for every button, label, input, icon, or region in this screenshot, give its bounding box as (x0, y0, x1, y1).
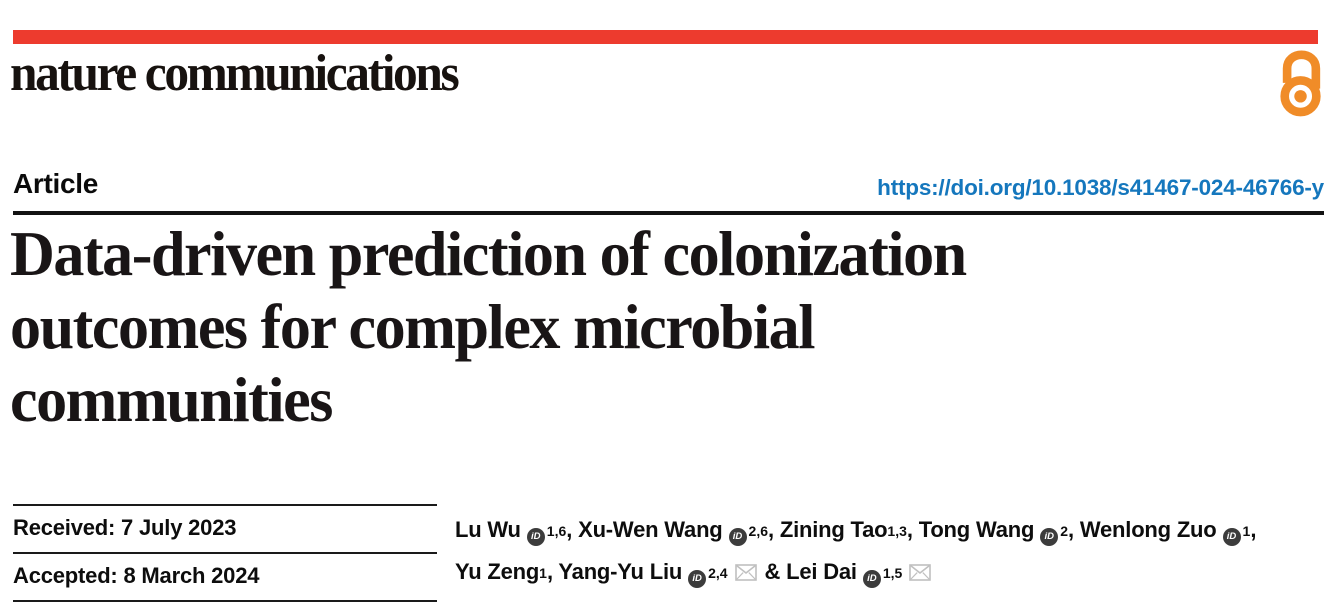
affiliation-superscript: 1,3 (887, 523, 907, 539)
affiliation-superscript: 1,6 (546, 523, 567, 539)
article-type-label: Article (13, 168, 99, 199)
received-date: Received: 7 July 2023 (13, 515, 237, 540)
article-title-line-2: outcomes for complex microbial (10, 291, 815, 362)
author-name-text: , Zining Tao (768, 517, 888, 542)
author-name-text: & Lei Dai (758, 559, 857, 584)
email-icon[interactable] (734, 553, 757, 595)
brand-bar (13, 30, 1318, 44)
author-name-text: , Xu-Wen Wang (566, 517, 723, 542)
orcid-icon[interactable]: iD (526, 528, 545, 546)
header-rule (13, 211, 1324, 215)
orcid-icon[interactable]: iD (1222, 528, 1241, 546)
article-title-line-3: communities (10, 364, 333, 435)
author-name-text: , Wenlong Zuo (1068, 517, 1217, 542)
affiliation-superscript: 1,5 (882, 565, 903, 581)
orcid-icon[interactable]: iD (1040, 528, 1059, 546)
journal-logo: nature communications (10, 45, 460, 102)
author-name-text: Yu Zeng (455, 559, 540, 584)
orcid-icon[interactable]: iD (862, 570, 881, 588)
author-name-text: , (1250, 517, 1257, 542)
article-title: Data-driven prediction of colonization o… (10, 217, 1223, 436)
affiliation-superscript: 2,6 (748, 523, 769, 539)
author-line: Yu Zeng1, Yang-Yu Liu iD 2,4 & Lei Dai iD 1,… (455, 551, 1335, 593)
author-list: Lu Wu iD 1,6, Xu-Wen Wang iD 2,6, Zining Tao… (455, 509, 1335, 593)
accepted-date: Accepted: 8 March 2024 (13, 563, 260, 588)
author-line: Lu Wu iD 1,6, Xu-Wen Wang iD 2,6, Zining Tao… (455, 509, 1335, 551)
orcid-icon[interactable]: iD (688, 570, 707, 588)
email-icon[interactable] (909, 553, 932, 595)
dates-rule-bottom (13, 600, 437, 602)
affiliation-superscript: 2,4 (708, 565, 728, 581)
author-name-text: Lu Wu (455, 517, 521, 542)
affiliation-superscript: 1 (539, 565, 547, 581)
affiliation-superscript: 2 (1060, 523, 1069, 539)
dates-rule-middle (13, 552, 437, 554)
open-access-icon (1278, 42, 1324, 123)
orcid-icon[interactable]: iD (728, 528, 747, 546)
dates-rule-top (13, 504, 437, 506)
affiliation-superscript: 1 (1242, 523, 1251, 539)
author-name-text: , Tong Wang (906, 517, 1035, 542)
article-title-line-1: Data-driven prediction of colonization (10, 218, 967, 289)
doi-link[interactable]: https://doi.org/10.1038/s41467-024-46766… (877, 175, 1324, 200)
author-name-text: , Yang-Yu Liu (546, 559, 683, 584)
open-access-lock-icon (1280, 50, 1321, 117)
